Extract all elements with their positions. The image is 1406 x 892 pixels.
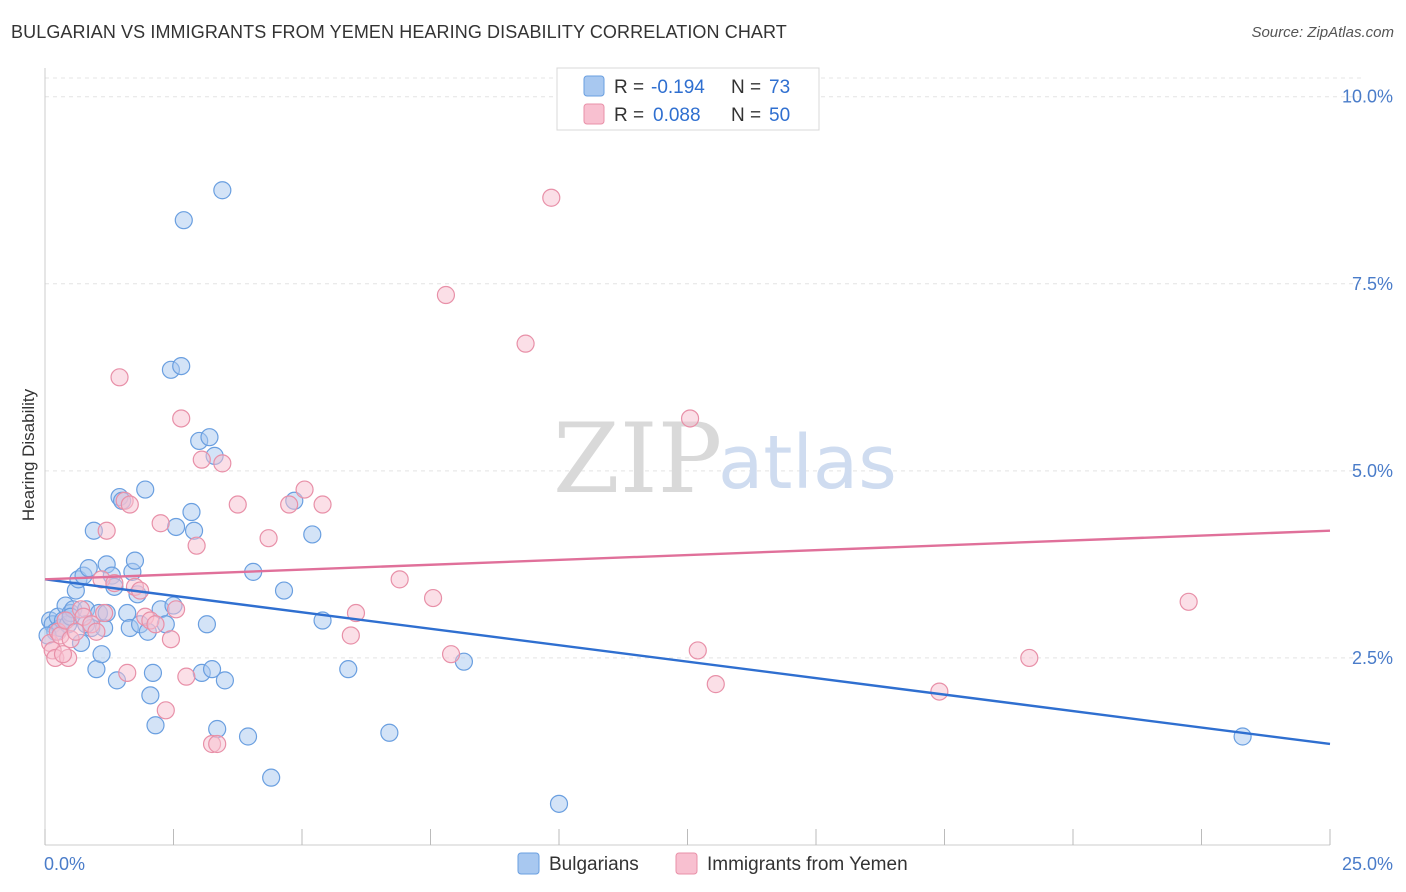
point-yemen-25 [151,514,170,533]
point-bulgarians-52 [202,660,222,679]
point-bulgarians-65 [380,723,399,742]
point-yemen-42 [346,603,366,623]
point-bulgarians-56 [215,671,234,690]
point-yemen-34 [208,734,227,754]
y-tick-label-2: 7.5% [1352,274,1393,294]
point-yemen-30 [177,667,196,686]
point-bulgarians-55 [213,181,232,200]
point-bulgarians-36 [141,686,160,705]
point-yemen-52 [930,682,949,701]
point-yemen-19 [120,495,139,514]
point-bulgarians-50 [197,615,217,634]
watermark-atlas: atlas [718,420,897,506]
point-yemen-35 [213,454,232,473]
legend-n-value-1: 73 [769,77,790,98]
legend-swatch-yemen [583,103,605,125]
y-axis-title: Hearing Disability [19,388,38,521]
point-yemen-55 [118,663,137,682]
point-yemen-28 [166,600,186,619]
point-yemen-15 [97,521,116,540]
point-yemen-5 [56,611,75,630]
point-yemen-54 [1179,592,1198,611]
trend-line-yemen [44,529,1331,581]
point-bulgarians-34 [136,480,155,499]
point-yemen-32 [192,450,211,469]
chart-source: Source: ZipAtlas.com [1251,24,1394,41]
point-yemen-41 [341,626,360,645]
point-bulgarians-67 [549,794,569,813]
y-tick-labels: 2.5% 5.0% 7.5% 10.0% [1342,87,1393,668]
point-yemen-26 [156,701,175,720]
point-yemen-12 [87,622,106,641]
point-yemen-8 [66,622,85,641]
point-yemen-31 [187,536,206,555]
x-tick-label-0: 0.0% [44,854,85,874]
legend-n-label-1: N = [731,77,761,98]
point-bulgarians-46 [182,502,201,522]
point-yemen-37 [259,529,278,548]
y-tick-label-1: 5.0% [1352,461,1393,481]
legend-r-label-2: R = [614,105,644,126]
correlation-legend: R = -0.194 N = 73 R = 0.088 N = 50 [556,67,820,131]
bottom-legend-bulgarians: Bulgarians [549,854,639,875]
point-bulgarians-38 [146,716,165,735]
legend-r-label-1: R = [614,77,644,98]
axes [44,68,1331,846]
point-bulgarians-31 [125,551,145,570]
point-yemen-38 [280,495,299,514]
point-bulgarians-60 [274,581,294,600]
legend-r-value-1: -0.194 [651,77,705,98]
point-yemen-40 [313,495,332,514]
point-bulgarians-59 [262,768,281,787]
legend-r-value-2: 0.088 [653,105,701,126]
point-yemen-29 [172,409,191,428]
point-yemen-36 [228,495,247,514]
point-yemen-45 [436,285,456,305]
point-yemen-51 [706,675,725,694]
legend-n-label-2: N = [731,105,761,126]
point-bulgarians-44 [172,356,191,376]
bottom-legend-swatch-yemen [675,852,698,875]
point-yemen-56 [53,645,73,664]
point-bulgarians-43 [166,517,186,537]
data-points [38,181,1252,813]
point-yemen-44 [423,588,443,608]
y-tick-label-3: 10.0% [1342,87,1393,107]
point-yemen-17 [110,368,129,387]
point-yemen-43 [390,570,409,589]
point-yemen-27 [161,630,181,649]
watermark: ZIP atlas [553,403,897,515]
trend-line-bulgarians [44,578,1331,746]
point-bulgarians-51 [200,428,219,447]
point-bulgarians-47 [184,521,204,540]
point-yemen-24 [146,615,165,634]
point-yemen-47 [516,334,535,353]
point-bulgarians-68 [1233,727,1252,746]
point-yemen-48 [542,188,561,207]
trend-lines [44,529,1331,746]
point-yemen-53 [1020,648,1039,668]
chart-title: BULGARIAN VS IMMIGRANTS FROM YEMEN HEARI… [11,22,787,42]
point-yemen-46 [441,645,461,664]
bottom-legend-swatch-bulgarians [517,852,540,875]
series-legend: Bulgarians Immigrants from Yemen [517,852,908,875]
legend-n-value-2: 50 [769,105,790,126]
point-bulgarians-57 [238,727,258,746]
point-yemen-50 [688,641,707,660]
point-yemen-14 [95,603,114,623]
point-bulgarians-20 [92,645,111,664]
bottom-legend-yemen: Immigrants from Yemen [707,854,908,875]
point-bulgarians-64 [339,660,358,679]
point-bulgarians-37 [143,663,163,682]
point-yemen-39 [295,480,314,499]
x-tick-label-1: 25.0% [1342,854,1393,874]
legend-swatch-bulgarians [583,75,605,97]
x-tick-labels: 0.0% 25.0% [44,854,1393,874]
point-bulgarians-62 [303,525,322,544]
y-tick-label-0: 2.5% [1352,648,1393,668]
point-yemen-49 [680,409,700,428]
gridlines [45,77,1365,659]
point-bulgarians-45 [174,211,193,230]
